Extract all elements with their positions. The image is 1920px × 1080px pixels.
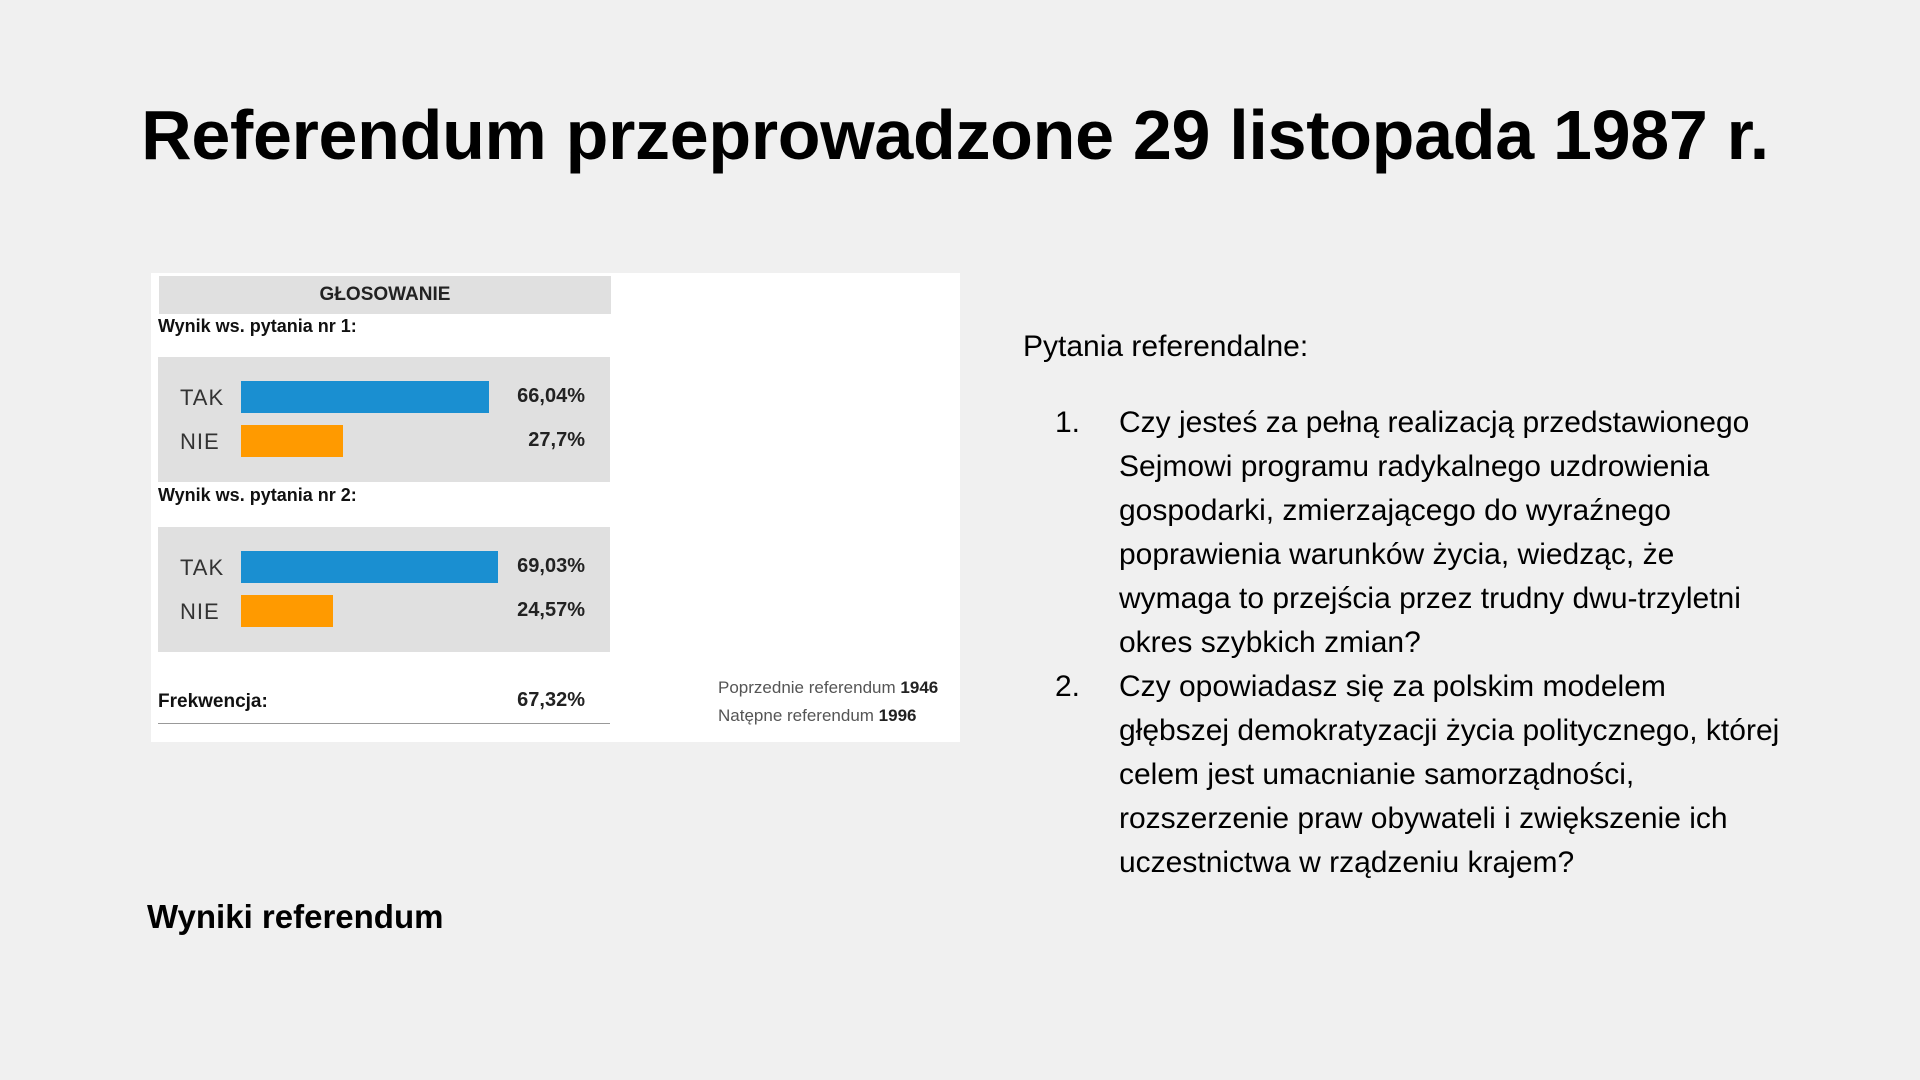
question-text: Czy opowiadasz się za polskim modelem gł… — [1119, 670, 1780, 879]
pct-nie: 27,7% — [528, 429, 585, 451]
question-item: 1. Czy jesteś za pełną realizacją przeds… — [1023, 401, 1783, 665]
slide-title: Referendum przeprowadzone 29 listopada 1… — [141, 96, 1769, 174]
question-number: 2. — [1055, 670, 1081, 703]
pct-nie: 24,57% — [517, 599, 585, 621]
divider — [158, 723, 610, 724]
option-label-tak: TAK — [180, 385, 225, 410]
option-label-nie: NIE — [180, 429, 220, 454]
question-1-results: TAK 66,04% NIE 27,7% — [158, 357, 610, 482]
next-referendum: Natępne referendum 1996 — [718, 706, 917, 726]
results-panel: GŁOSOWANIE Wynik ws. pytania nr 1: TAK 6… — [151, 273, 960, 742]
question-item: 2. Czy opowiadasz się za polskim modelem… — [1023, 665, 1783, 885]
previous-referendum: Poprzednie referendum 1946 — [718, 678, 938, 698]
bar-tak — [241, 381, 489, 413]
previous-referendum-year: 1946 — [900, 678, 939, 697]
questions-section: Pytania referendalne: 1. Czy jesteś za p… — [1023, 325, 1783, 885]
next-referendum-year: 1996 — [878, 706, 917, 725]
bar-nie — [241, 425, 343, 457]
question-number: 1. — [1055, 406, 1081, 439]
pct-tak: 69,03% — [517, 555, 585, 577]
questions-intro: Pytania referendalne: — [1023, 330, 1309, 363]
question-text: Czy jesteś za pełną realizacją przedstaw… — [1119, 406, 1750, 659]
option-label-nie: NIE — [180, 599, 220, 624]
turnout-label: Frekwencja: — [158, 691, 268, 712]
next-referendum-label: Natępne referendum — [718, 706, 874, 725]
previous-referendum-label: Poprzednie referendum — [718, 678, 896, 697]
question-1-label: Wynik ws. pytania nr 1: — [158, 316, 357, 336]
pct-tak: 66,04% — [517, 385, 585, 407]
bar-nie — [241, 595, 333, 627]
option-label-tak: TAK — [180, 555, 225, 580]
panel-header: GŁOSOWANIE — [159, 276, 611, 314]
image-caption: Wyniki referendum — [147, 898, 444, 935]
turnout-value: 67,32% — [517, 689, 585, 711]
bar-tak — [241, 551, 498, 583]
questions-list: 1. Czy jesteś za pełną realizacją przeds… — [1023, 401, 1783, 885]
question-2-results: TAK 69,03% NIE 24,57% — [158, 527, 610, 652]
question-2-label: Wynik ws. pytania nr 2: — [158, 485, 357, 505]
